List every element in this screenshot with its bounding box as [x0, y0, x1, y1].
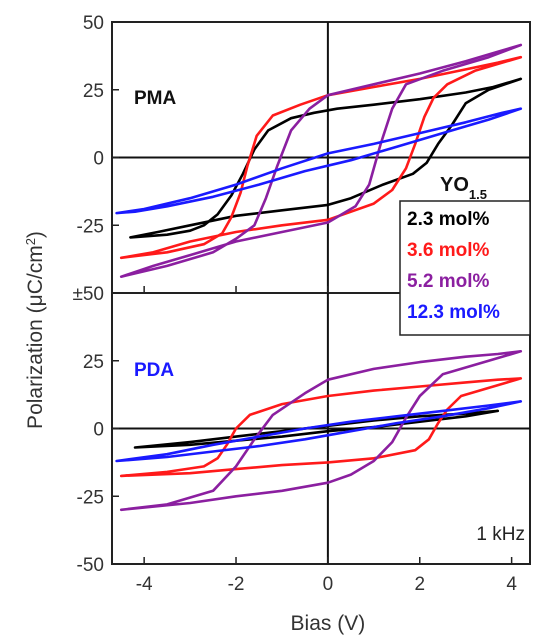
y-tick-label-top: ±50 — [72, 284, 104, 305]
y-tick-label-top: 25 — [83, 81, 104, 102]
series-loop-top-5.2 — [119, 43, 523, 278]
y-tick-label-top: -25 — [77, 216, 104, 237]
bottom-panel-pda: 25 0 -25 -50 -4 -2 0 2 4 PDA Bias (V) 1 kHz — [77, 292, 531, 635]
series-loop-bottom-5.2 — [119, 350, 523, 512]
x-tick-label: 4 — [506, 574, 517, 595]
legend-entry: 12.3 mol% — [407, 302, 500, 323]
composition-legend: YO1.5 2.3 mol% 3.6 mol% 5.2 mol% 12.3 mol% — [399, 174, 531, 336]
x-axis-label: Bias (V) — [291, 612, 366, 635]
series-loop-bottom-12.3 — [115, 400, 523, 463]
series-loop-top-12.3 — [115, 107, 523, 215]
y-tick-label-bottom: 25 — [83, 352, 104, 373]
series-loop-top-3.6 — [119, 55, 523, 260]
y-tick-label-bottom: -25 — [77, 487, 104, 508]
x-tick-label: 2 — [414, 574, 425, 595]
frequency-annotation: 1 kHz — [476, 524, 525, 545]
series-loop-top-2.3 — [129, 77, 523, 239]
legend-box — [399, 200, 531, 336]
legend-entry: 5.2 mol% — [407, 271, 489, 292]
panel-label-top: PMA — [134, 88, 177, 109]
legend-entry: 3.6 mol% — [407, 240, 489, 261]
legend-title-main: YO — [440, 174, 469, 196]
legend-title: YO1.5 — [440, 174, 487, 202]
top-panel-pma: 50 25 0 -25 ±50 PMA — [72, 13, 531, 305]
y-axis-label: Polarization (μC/cm2) — [23, 231, 48, 429]
y-tick-label-bottom: -50 — [77, 555, 104, 576]
y-tick-label-top: 50 — [83, 13, 104, 34]
x-tick-label: 0 — [323, 574, 334, 595]
legend-entry: 2.3 mol% — [407, 209, 489, 230]
x-tick-label: -4 — [136, 574, 153, 595]
y-tick-label-top: 0 — [93, 149, 104, 170]
panel-label-bottom: PDA — [134, 360, 174, 381]
x-tick-label: -2 — [228, 574, 245, 595]
y-tick-label-bottom: 0 — [93, 420, 104, 441]
legend-title-sub: 1.5 — [469, 187, 487, 202]
series-loop-bottom-2.3 — [133, 409, 500, 449]
